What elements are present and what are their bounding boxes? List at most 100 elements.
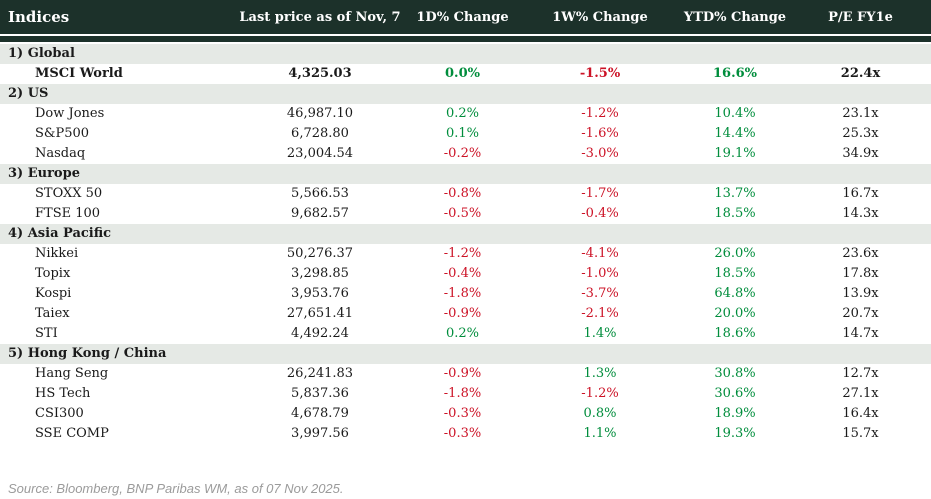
last-price: 26,241.83 xyxy=(286,366,354,381)
index-name: Dow Jones xyxy=(35,106,105,121)
table-title: Indices xyxy=(8,8,70,26)
pe-fy1e: 15.7x xyxy=(842,426,879,441)
column-header-ytd-change: YTD% Change xyxy=(683,9,787,25)
pe-fy1e: 14.3x xyxy=(842,206,879,221)
change-1w: 0.8% xyxy=(583,406,617,421)
column-header-1w-change: 1W% Change xyxy=(552,9,648,25)
last-price: 4,678.79 xyxy=(291,406,349,421)
index-name: Kospi xyxy=(35,286,72,301)
index-name: Topix xyxy=(35,266,71,281)
change-ytd: 30.6% xyxy=(714,386,756,401)
change-1d: -0.9% xyxy=(443,306,482,321)
index-row: Dow Jones 46,987.10 0.2% -1.2% 10.4% 23.1x xyxy=(0,104,931,124)
change-1w: 1.4% xyxy=(583,326,617,341)
last-price: 5,566.53 xyxy=(291,186,349,201)
section-row: 1) Global xyxy=(0,44,931,64)
last-price: 46,987.10 xyxy=(286,106,354,121)
pe-fy1e: 17.8x xyxy=(842,266,879,281)
section-row: 3) Europe xyxy=(0,164,931,184)
pe-fy1e: 16.4x xyxy=(842,406,879,421)
section-label: 2) US xyxy=(8,86,49,101)
change-ytd: 18.5% xyxy=(714,206,756,221)
pe-fy1e: 23.6x xyxy=(842,246,879,261)
change-1w: -1.6% xyxy=(581,126,619,141)
change-1d: -0.2% xyxy=(443,146,482,161)
table-body: 1) Global MSCI World 4,325.03 0.0% -1.5% 16.6… xyxy=(0,44,931,444)
pe-fy1e: 23.1x xyxy=(842,106,879,121)
change-1w: 1.3% xyxy=(583,366,617,381)
change-1w: -1.5% xyxy=(579,66,621,81)
change-ytd: 18.6% xyxy=(714,326,756,341)
change-1w: -3.7% xyxy=(581,286,619,301)
section-label: 1) Global xyxy=(8,46,75,61)
index-row: S&P500 6,728.80 0.1% -1.6% 14.4% 25.3x xyxy=(0,124,931,144)
change-1d: -0.5% xyxy=(443,206,482,221)
last-price: 27,651.41 xyxy=(286,306,354,321)
change-ytd: 26.0% xyxy=(714,246,756,261)
change-1d: 0.0% xyxy=(445,66,480,81)
index-row: STI 4,492.24 0.2% 1.4% 18.6% 14.7x xyxy=(0,324,931,344)
change-1d: 0.2% xyxy=(445,106,480,121)
change-1w: -0.4% xyxy=(581,206,619,221)
change-1w: 1.1% xyxy=(583,426,617,441)
index-name: HS Tech xyxy=(35,386,91,401)
change-1d: 0.2% xyxy=(445,326,480,341)
pe-fy1e: 27.1x xyxy=(842,386,879,401)
section-row: 4) Asia Pacific xyxy=(0,224,931,244)
index-name: STOXX 50 xyxy=(35,186,103,201)
index-row: STOXX 50 5,566.53 -0.8% -1.7% 13.7% 16.7x xyxy=(0,184,931,204)
change-ytd: 10.4% xyxy=(714,106,756,121)
header-separator-bar xyxy=(0,36,931,42)
last-price: 4,492.24 xyxy=(291,326,349,341)
change-1w: -2.1% xyxy=(581,306,619,321)
last-price: 3,298.85 xyxy=(291,266,349,281)
pe-fy1e: 22.4x xyxy=(840,66,881,81)
section-label: 3) Europe xyxy=(8,166,80,181)
index-row: Nikkei 50,276.37 -1.2% -4.1% 26.0% 23.6x xyxy=(0,244,931,264)
last-price: 4,325.03 xyxy=(288,66,352,81)
change-ytd: 14.4% xyxy=(714,126,756,141)
index-row: Nasdaq 23,004.54 -0.2% -3.0% 19.1% 34.9x xyxy=(0,144,931,164)
pe-fy1e: 12.7x xyxy=(842,366,879,381)
index-row: MSCI World 4,325.03 0.0% -1.5% 16.6% 22.4x xyxy=(0,64,931,84)
index-row: Hang Seng 26,241.83 -0.9% 1.3% 30.8% 12.7x xyxy=(0,364,931,384)
column-header-1d-change: 1D% Change xyxy=(416,9,509,25)
change-1w: -1.2% xyxy=(581,106,619,121)
change-1d: -1.8% xyxy=(443,386,482,401)
change-1d: -0.4% xyxy=(443,266,482,281)
index-row: Taiex 27,651.41 -0.9% -2.1% 20.0% 20.7x xyxy=(0,304,931,324)
change-1w: -1.2% xyxy=(581,386,619,401)
index-name: Nikkei xyxy=(35,246,79,261)
change-1w: -3.0% xyxy=(581,146,619,161)
index-row: Topix 3,298.85 -0.4% -1.0% 18.5% 17.8x xyxy=(0,264,931,284)
change-ytd: 13.7% xyxy=(714,186,756,201)
last-price: 3,953.76 xyxy=(291,286,349,301)
change-ytd: 20.0% xyxy=(714,306,756,321)
table-header-row: Indices Last price as of Nov, 7 1D% Chan… xyxy=(0,0,931,34)
change-ytd: 30.8% xyxy=(714,366,756,381)
last-price: 6,728.80 xyxy=(291,126,349,141)
change-1d: 0.1% xyxy=(445,126,480,141)
change-ytd: 19.3% xyxy=(714,426,756,441)
index-row: CSI300 4,678.79 -0.3% 0.8% 18.9% 16.4x xyxy=(0,404,931,424)
change-1w: -4.1% xyxy=(581,246,619,261)
index-row: Kospi 3,953.76 -1.8% -3.7% 64.8% 13.9x xyxy=(0,284,931,304)
change-1w: -1.7% xyxy=(581,186,619,201)
index-row: SSE COMP 3,997.56 -0.3% 1.1% 19.3% 15.7x xyxy=(0,424,931,444)
index-name: SSE COMP xyxy=(35,426,109,441)
index-name: Hang Seng xyxy=(35,366,109,381)
index-row: FTSE 100 9,682.57 -0.5% -0.4% 18.5% 14.3x xyxy=(0,204,931,224)
pe-fy1e: 20.7x xyxy=(842,306,879,321)
pe-fy1e: 13.9x xyxy=(842,286,879,301)
change-ytd: 64.8% xyxy=(714,286,756,301)
change-1d: -0.8% xyxy=(443,186,482,201)
change-1d: -0.3% xyxy=(443,426,482,441)
index-name: CSI300 xyxy=(35,406,84,421)
source-note: Source: Bloomberg, BNP Paribas WM, as of… xyxy=(8,481,344,496)
column-header-last-price: Last price as of Nov, 7 xyxy=(239,9,401,25)
last-price: 50,276.37 xyxy=(286,246,354,261)
last-price: 9,682.57 xyxy=(291,206,349,221)
change-1d: -0.9% xyxy=(443,366,482,381)
last-price: 23,004.54 xyxy=(286,146,354,161)
